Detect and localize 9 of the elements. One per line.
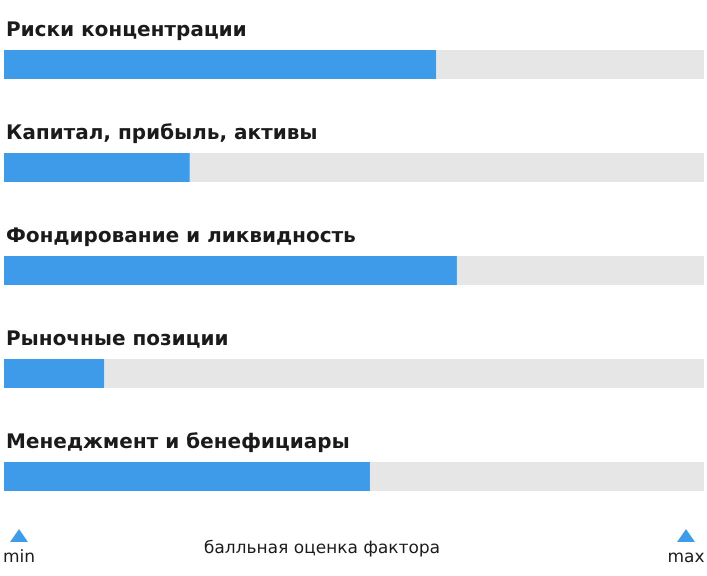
- bar: [4, 359, 104, 388]
- x-axis-title: балльная оценка фактора: [204, 538, 440, 558]
- text: max: [667, 547, 705, 567]
- y-tick-label: Фондирование и ликвидность: [6, 223, 356, 247]
- text: min: [2, 547, 36, 567]
- y-tick-label: Рыночные позиции: [6, 326, 229, 350]
- y-tick-label: Менеджмент и бенефициары: [6, 429, 350, 453]
- y-tick-label: Капитал, прибыль, активы: [6, 120, 318, 144]
- y-tick-label: Риски концентрации: [6, 17, 247, 41]
